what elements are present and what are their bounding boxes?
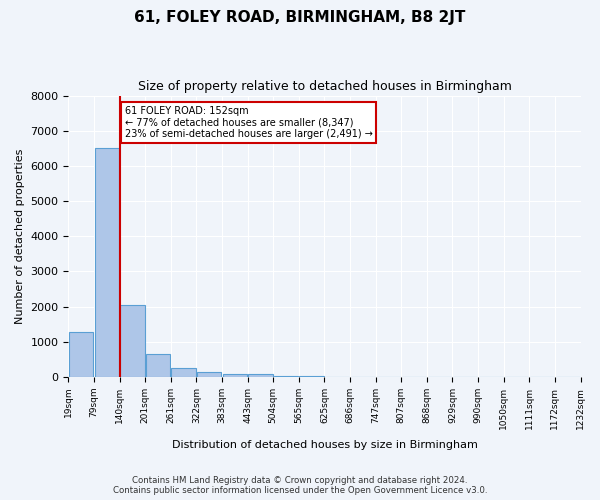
Bar bbox=[95, 148, 119, 377]
Bar bbox=[223, 374, 247, 377]
Bar bbox=[120, 304, 145, 377]
Bar bbox=[69, 332, 94, 377]
Bar bbox=[274, 376, 298, 377]
Bar bbox=[248, 374, 272, 377]
Text: 61 FOLEY ROAD: 152sqm
← 77% of detached houses are smaller (8,347)
23% of semi-d: 61 FOLEY ROAD: 152sqm ← 77% of detached … bbox=[125, 106, 373, 140]
Bar bbox=[172, 368, 196, 377]
Y-axis label: Number of detached properties: Number of detached properties bbox=[15, 148, 25, 324]
Bar bbox=[197, 372, 221, 377]
X-axis label: Distribution of detached houses by size in Birmingham: Distribution of detached houses by size … bbox=[172, 440, 478, 450]
Bar bbox=[299, 376, 324, 377]
Bar bbox=[146, 354, 170, 377]
Text: 61, FOLEY ROAD, BIRMINGHAM, B8 2JT: 61, FOLEY ROAD, BIRMINGHAM, B8 2JT bbox=[134, 10, 466, 25]
Title: Size of property relative to detached houses in Birmingham: Size of property relative to detached ho… bbox=[137, 80, 511, 93]
Text: Contains HM Land Registry data © Crown copyright and database right 2024.
Contai: Contains HM Land Registry data © Crown c… bbox=[113, 476, 487, 495]
